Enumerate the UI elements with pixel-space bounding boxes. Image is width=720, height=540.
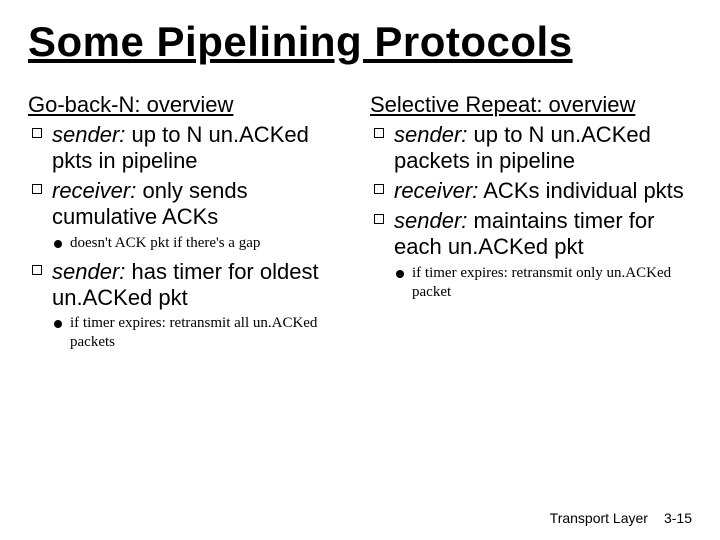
right-column: Selective Repeat: overview sender: up to… — [370, 92, 692, 358]
bullet-text: sender: has timer for oldest un.ACKed pk… — [52, 259, 350, 311]
left-column: Go-back-N: overview sender: up to N un.A… — [28, 92, 350, 358]
footer-label: Transport Layer — [550, 510, 648, 526]
square-bullet-icon — [374, 214, 384, 224]
circle-bullet-icon — [396, 270, 404, 278]
columns: Go-back-N: overview sender: up to N un.A… — [28, 92, 692, 358]
left-bullet-1: sender: up to N un.ACKed pkts in pipelin… — [28, 122, 350, 174]
bullet-emph: sender: — [52, 122, 125, 147]
left-heading: Go-back-N: overview — [28, 92, 350, 118]
bullet-text: sender: up to N un.ACKed pkts in pipelin… — [52, 122, 350, 174]
bullet-text: receiver: only sends cumulative ACKs — [52, 178, 350, 230]
bullet-emph: receiver: — [394, 178, 478, 203]
square-bullet-icon — [32, 265, 42, 275]
right-heading: Selective Repeat: overview — [370, 92, 692, 118]
square-bullet-icon — [374, 128, 384, 138]
left-bullet-3: sender: has timer for oldest un.ACKed pk… — [28, 259, 350, 311]
bullet-emph: receiver: — [52, 178, 136, 203]
left-sub-3: if timer expires: retransmit all un.ACKe… — [54, 314, 350, 352]
square-bullet-icon — [32, 128, 42, 138]
bullet-emph: sender: — [52, 259, 125, 284]
right-bullet-2: receiver: ACKs individual pkts — [370, 178, 692, 204]
sub-bullet-text: doesn't ACK pkt if there's a gap — [70, 234, 350, 253]
bullet-text: sender: up to N un.ACKed packets in pipe… — [394, 122, 692, 174]
right-bullet-3: sender: maintains timer for each un.ACKe… — [370, 208, 692, 260]
slide: Some Pipelining Protocols Go-back-N: ove… — [0, 0, 720, 540]
slide-footer: Transport Layer 3-15 — [550, 510, 692, 526]
bullet-text: receiver: ACKs individual pkts — [394, 178, 692, 204]
bullet-emph: sender: — [394, 208, 467, 233]
right-sub-3: if timer expires: retransmit only un.ACK… — [396, 264, 692, 302]
bullet-emph: sender: — [394, 122, 467, 147]
square-bullet-icon — [32, 184, 42, 194]
circle-bullet-icon — [54, 240, 62, 248]
sub-bullet-text: if timer expires: retransmit all un.ACKe… — [70, 314, 350, 352]
circle-bullet-icon — [54, 320, 62, 328]
square-bullet-icon — [374, 184, 384, 194]
footer-page: 3-15 — [664, 510, 692, 526]
page-title: Some Pipelining Protocols — [28, 18, 692, 66]
right-bullet-1: sender: up to N un.ACKed packets in pipe… — [370, 122, 692, 174]
bullet-rest: ACKs individual pkts — [478, 178, 683, 203]
bullet-text: sender: maintains timer for each un.ACKe… — [394, 208, 692, 260]
left-bullet-2: receiver: only sends cumulative ACKs — [28, 178, 350, 230]
sub-bullet-text: if timer expires: retransmit only un.ACK… — [412, 264, 692, 302]
left-sub-2: doesn't ACK pkt if there's a gap — [54, 234, 350, 253]
